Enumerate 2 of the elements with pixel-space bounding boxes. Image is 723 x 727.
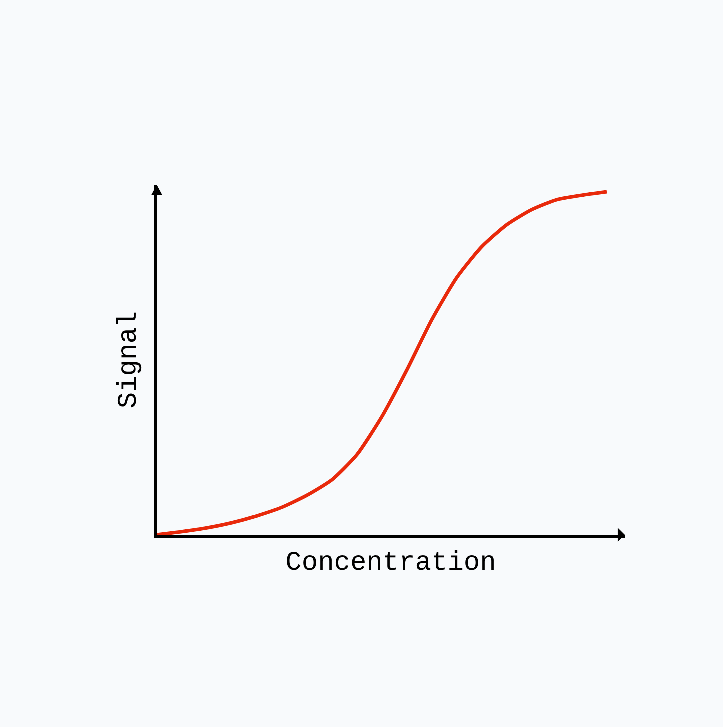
y-axis-title: Signal (115, 311, 146, 409)
x-axis-title: Concentration (286, 548, 496, 579)
